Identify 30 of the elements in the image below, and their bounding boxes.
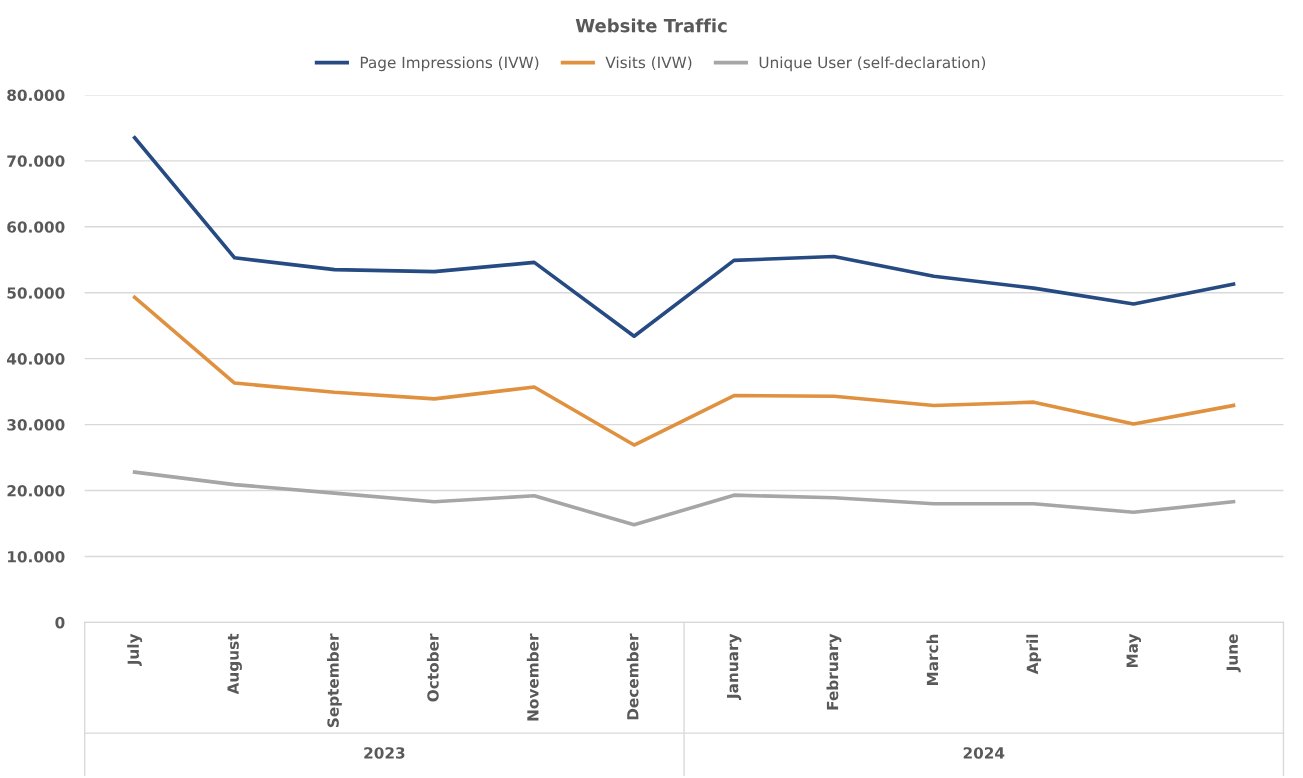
chart-title: Website Traffic xyxy=(575,18,727,33)
y-tick-label: 10.000 xyxy=(8,550,65,563)
line-series xyxy=(132,295,1236,447)
line-series xyxy=(132,470,1236,527)
y-tick-label: 20.000 xyxy=(7,484,65,497)
y-tick-label: 40.000 xyxy=(6,353,65,365)
x-tick-label: May xyxy=(1126,633,1141,668)
line-series xyxy=(132,135,1236,339)
text: 2024 xyxy=(963,747,1005,759)
x-tick-label: June xyxy=(1226,634,1241,673)
y-tick-label: 80.000 xyxy=(7,89,65,101)
y-tick-label: 70.000 xyxy=(7,155,65,167)
x-tick-label: July xyxy=(127,633,143,667)
y-tick-label: 30.000 xyxy=(7,419,65,431)
y-tick-label: 50.000 xyxy=(7,287,65,299)
y-tick-label: 0 xyxy=(55,616,65,629)
x-tick-label: October xyxy=(426,633,439,702)
x-tick-label: February xyxy=(826,633,842,710)
x-tick-label: August xyxy=(227,633,242,695)
x-tick-label: September xyxy=(327,633,342,728)
x-tick-label: December xyxy=(626,633,639,720)
legend-label: Visits (IVW) xyxy=(605,56,692,71)
text: 2023 xyxy=(364,747,405,759)
x-tick-label: April xyxy=(1026,634,1042,675)
y-tick-label: 60.000 xyxy=(7,221,65,233)
legend-label: Page Impressions (IVW) xyxy=(360,56,539,72)
x-tick-label: March xyxy=(926,634,939,686)
x-tick-label: November xyxy=(526,633,539,721)
legend-label: Unique User (self-declaration) xyxy=(759,56,986,72)
x-tick-label: January xyxy=(726,633,742,700)
